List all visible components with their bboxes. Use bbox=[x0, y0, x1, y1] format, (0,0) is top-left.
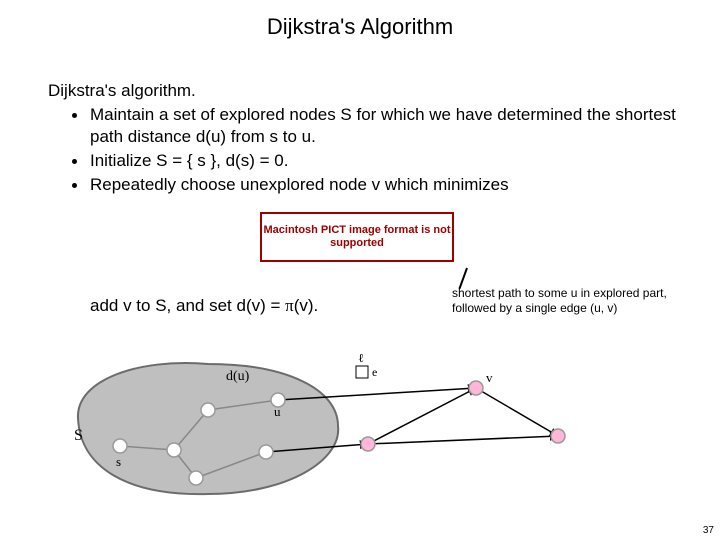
slide: Dijkstra's Algorithm Dijkstra's algorith… bbox=[0, 0, 720, 540]
page-number: 37 bbox=[703, 525, 714, 536]
pict-error-text: Macintosh PICT image format is not suppo… bbox=[262, 224, 452, 250]
body-text: Dijkstra's algorithm. Maintain a set of … bbox=[48, 80, 678, 198]
bullet-item: Initialize S = { s }, d(s) = 0. bbox=[72, 150, 678, 172]
edge bbox=[368, 436, 558, 444]
add-line: add v to S, and set d(v) = π(v). bbox=[90, 296, 318, 316]
du-label: d(u) bbox=[226, 369, 250, 384]
graph-node bbox=[469, 381, 483, 395]
e-marker-rect bbox=[356, 366, 368, 378]
graph-node bbox=[167, 443, 181, 457]
graph-node bbox=[113, 439, 127, 453]
annotation-text: shortest path to some u in explored part… bbox=[452, 286, 682, 316]
bullet-item: Maintain a set of explored nodes S for w… bbox=[72, 104, 678, 148]
add-line-a: add v to S, and set d(v) = bbox=[90, 296, 285, 315]
graph-node bbox=[189, 471, 203, 485]
node-label: u bbox=[274, 404, 281, 419]
graph-node bbox=[551, 429, 565, 443]
graph-diagram: s u v d(u) S ℓ e bbox=[58, 340, 598, 500]
e-label: e bbox=[372, 365, 377, 379]
graph-node bbox=[361, 437, 375, 451]
ell-label: ℓ bbox=[358, 351, 364, 365]
bullet-item: Repeatedly choose unexplored node v whic… bbox=[72, 174, 678, 196]
node-label: s bbox=[116, 454, 121, 469]
algo-heading: Dijkstra's algorithm. bbox=[48, 80, 678, 102]
graph-node bbox=[259, 445, 273, 459]
edge bbox=[368, 388, 476, 444]
s-region-label: S bbox=[74, 427, 83, 444]
node-label: v bbox=[486, 370, 493, 385]
graph-node bbox=[201, 403, 215, 417]
pict-error-box: Macintosh PICT image format is not suppo… bbox=[260, 212, 454, 262]
explored-region-blob bbox=[78, 363, 338, 494]
add-line-b: (v). bbox=[294, 296, 319, 315]
edge bbox=[476, 388, 558, 436]
bullet-list: Maintain a set of explored nodes S for w… bbox=[72, 104, 678, 196]
pi-symbol: π bbox=[285, 296, 294, 315]
slide-title: Dijkstra's Algorithm bbox=[0, 14, 720, 40]
